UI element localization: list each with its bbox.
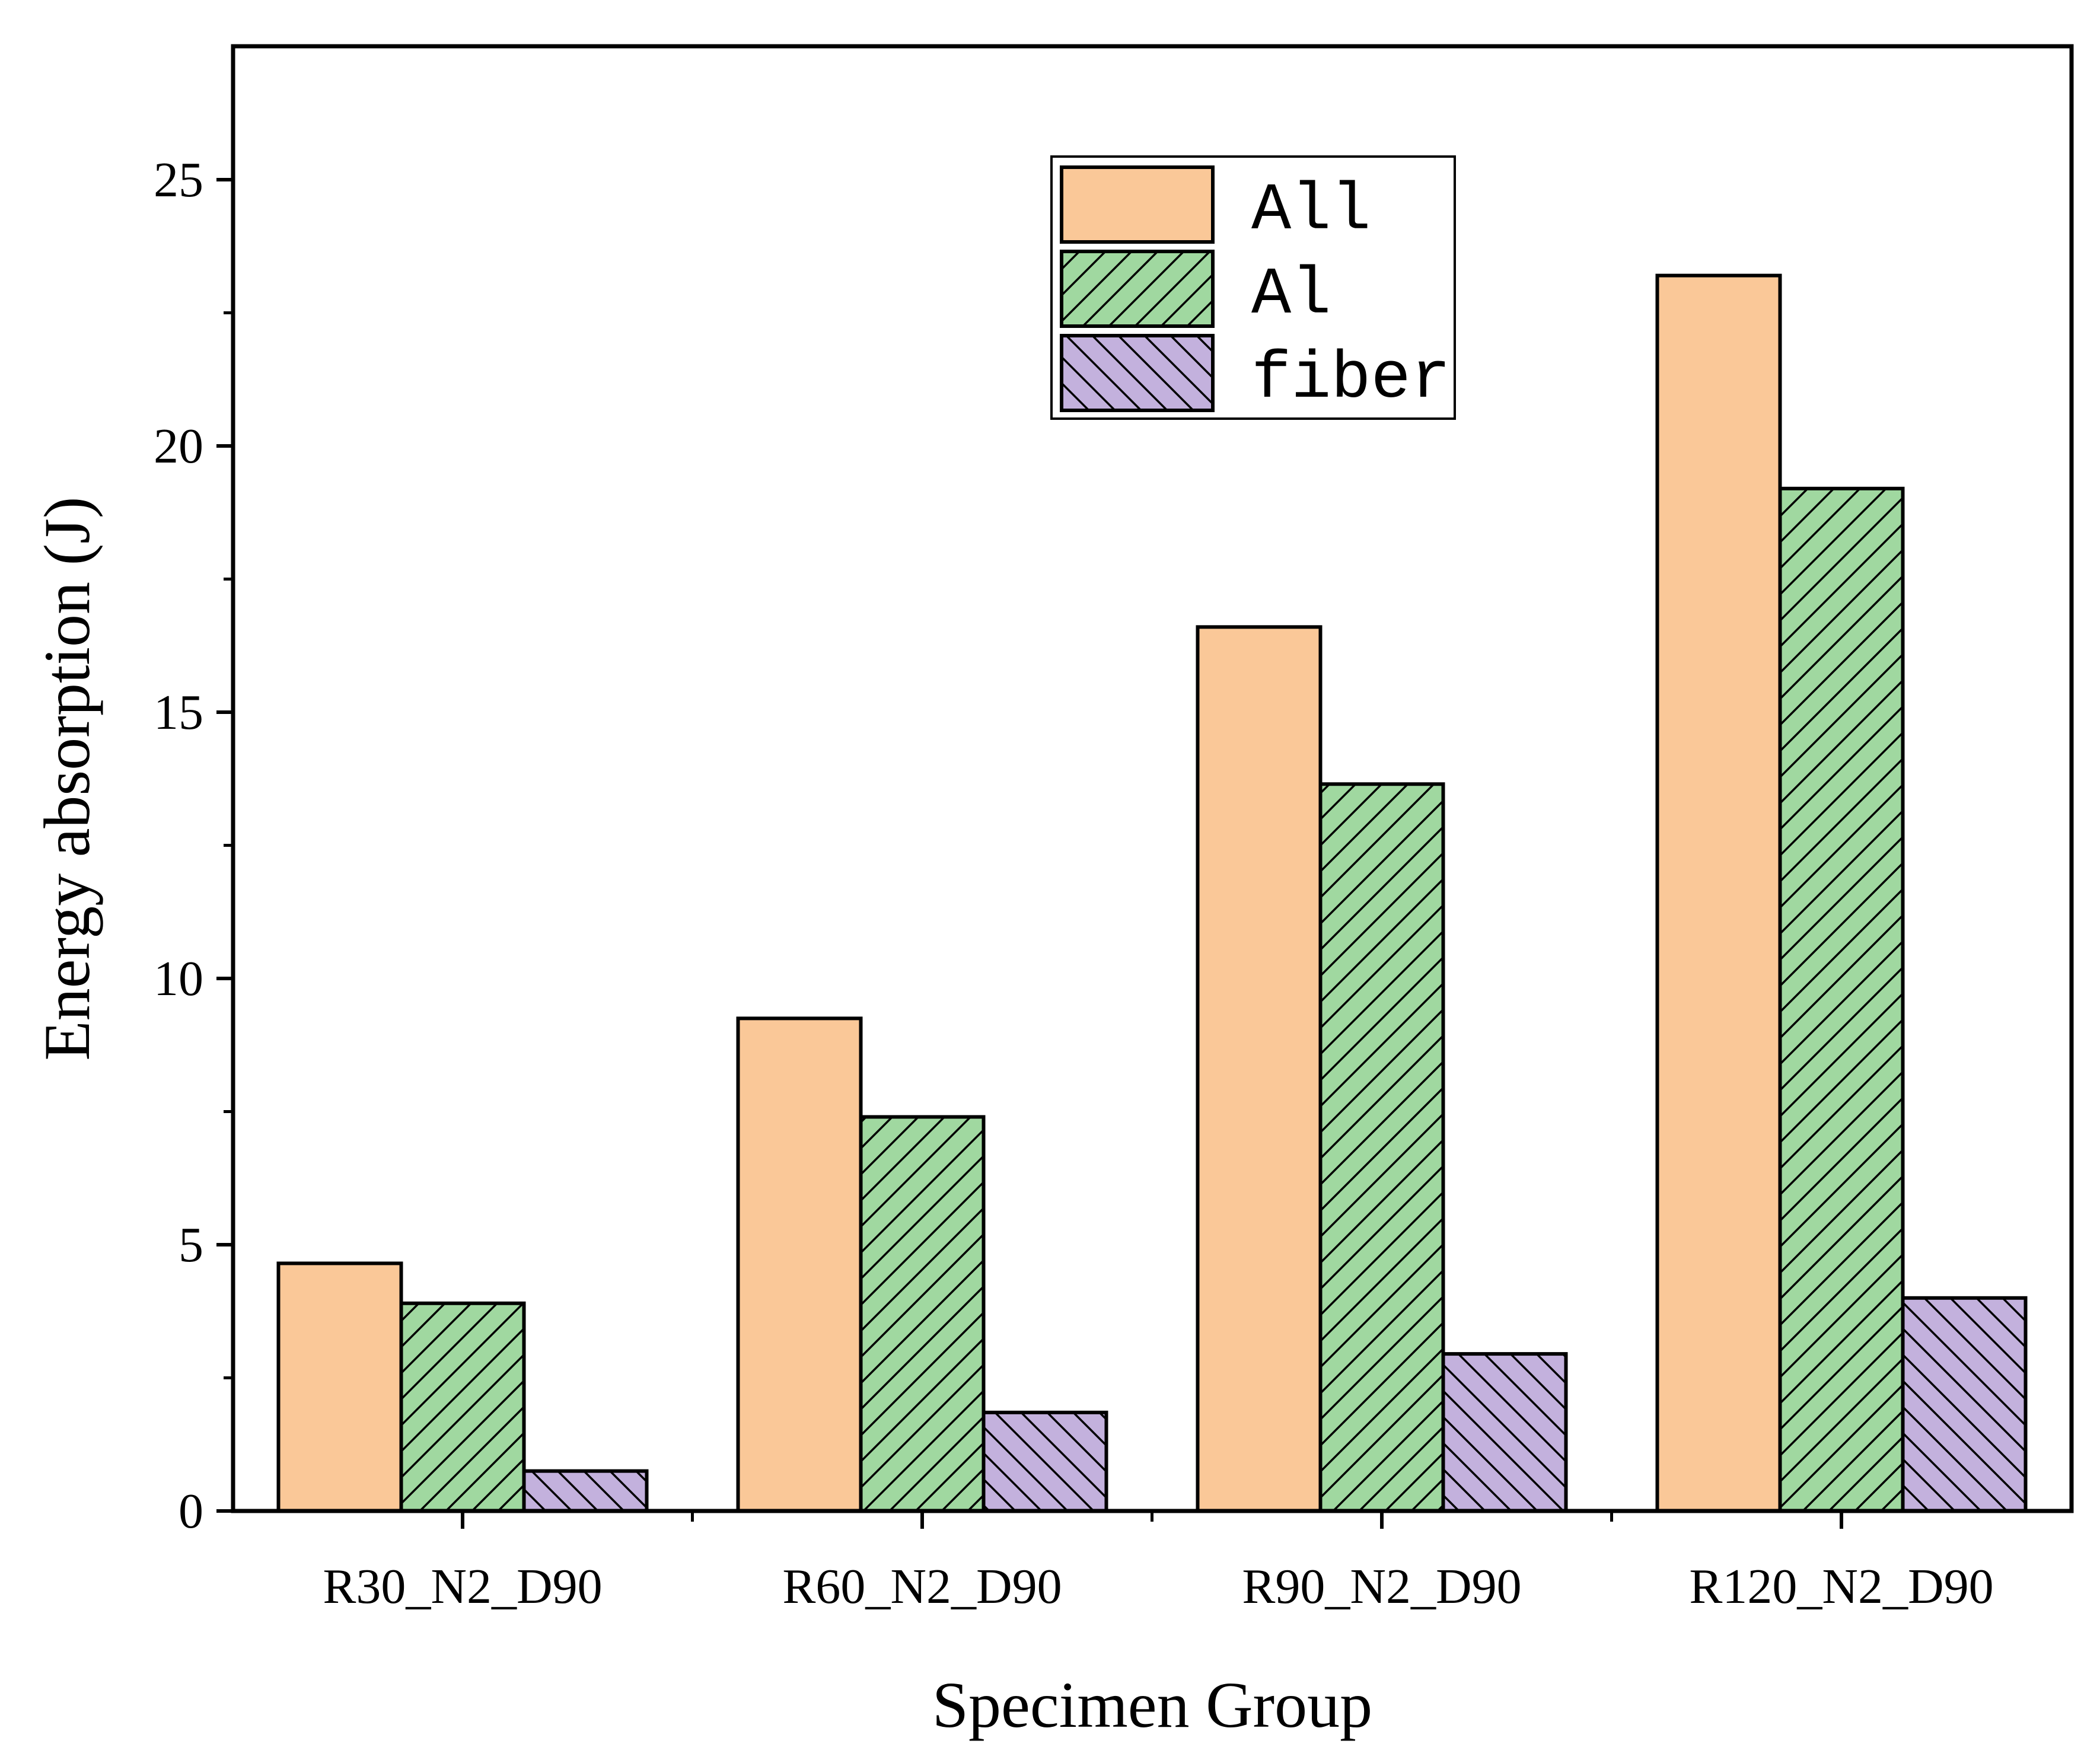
legend-label-al: Al	[1251, 257, 1331, 333]
y-axis-ticks: 0 5 10 15 20 25	[154, 152, 233, 1539]
bar-all-r60-n2-d90	[736, 1016, 863, 1513]
x-tick-label: R60_N2_D90	[782, 1559, 1062, 1614]
x-tick-label: R30_N2_D90	[323, 1559, 602, 1614]
bar-all-r30-n2-d90	[276, 1261, 403, 1513]
y-tick-label: 25	[154, 152, 203, 208]
y-axis-title: Energy absorption (J)	[31, 496, 103, 1060]
legend-swatch-al	[1060, 250, 1215, 328]
bar-fiber-r90-n2-d90	[1441, 1352, 1568, 1513]
bars-group	[276, 273, 2028, 1513]
bar-al-r120-n2-d90	[1778, 486, 1905, 1513]
legend: All Al fiber	[1050, 155, 1456, 420]
y-tick-label: 5	[179, 1217, 203, 1273]
bar-all-r120-n2-d90	[1655, 273, 1782, 1513]
bar-al-r90-n2-d90	[1318, 782, 1445, 1513]
legend-swatch-all	[1060, 165, 1215, 244]
bar-al-r60-n2-d90	[859, 1115, 986, 1513]
bar-all-r90-n2-d90	[1196, 625, 1323, 1513]
y-tick-label: 10	[154, 951, 203, 1006]
y-tick-label: 0	[179, 1484, 203, 1539]
legend-label-fiber: fiber	[1251, 342, 1451, 417]
bar-al-r30-n2-d90	[399, 1301, 526, 1513]
bar-fiber-r60-n2-d90	[982, 1410, 1108, 1513]
y-tick-label: 20	[154, 419, 203, 474]
x-axis-ticks: R30_N2_D90 R60_N2_D90 R90_N2_D90 R120_N2_D9…	[323, 1511, 1994, 1614]
bar-fiber-r30-n2-d90	[522, 1469, 649, 1513]
x-tick-label: R120_N2_D90	[1689, 1559, 1993, 1614]
x-axis-title: Specimen Group	[932, 1669, 1372, 1741]
x-tick-label: R90_N2_D90	[1242, 1559, 1521, 1614]
legend-swatch-fiber	[1060, 334, 1215, 412]
legend-label-all: All	[1251, 173, 1371, 248]
y-tick-label: 15	[154, 685, 203, 740]
bar-fiber-r120-n2-d90	[1901, 1296, 2028, 1513]
